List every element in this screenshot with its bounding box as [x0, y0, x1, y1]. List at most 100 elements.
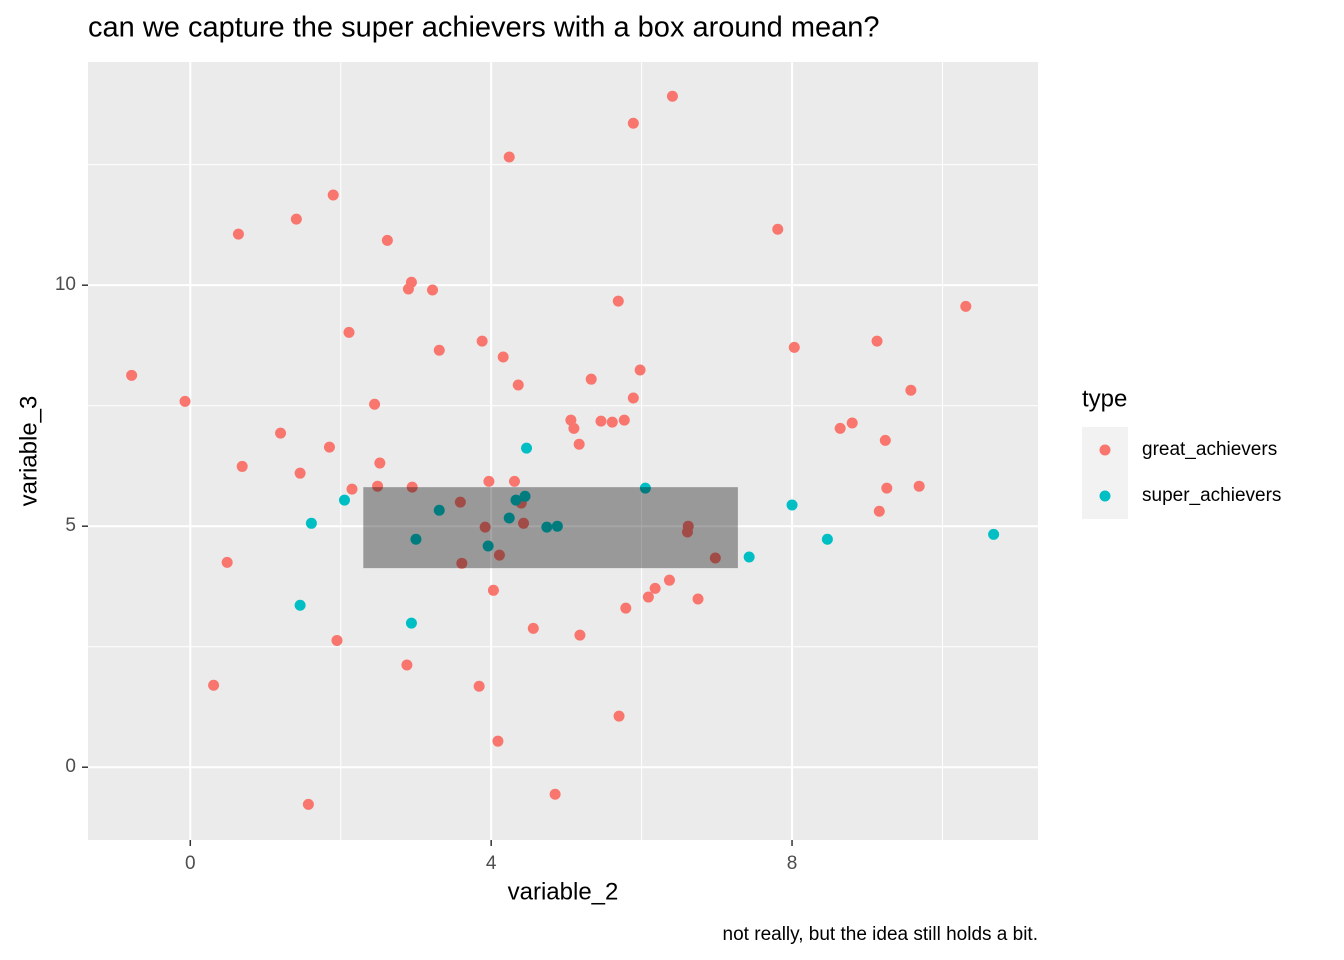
point [275, 427, 287, 439]
y-tick-label: 0 [65, 756, 76, 777]
point [634, 364, 646, 376]
point [294, 599, 306, 611]
point [331, 634, 343, 646]
point [302, 798, 314, 810]
point [786, 499, 798, 511]
point [381, 234, 393, 246]
point [487, 584, 499, 596]
x-tick-label: 4 [486, 853, 497, 874]
point [649, 582, 661, 594]
point [743, 551, 755, 563]
point [613, 710, 625, 722]
x-tick-label: 0 [185, 853, 196, 874]
point [512, 379, 524, 391]
annotation [363, 487, 738, 569]
point [221, 556, 233, 568]
point [585, 373, 597, 385]
point [568, 422, 580, 434]
y-tick-label: 5 [65, 515, 76, 536]
point [666, 90, 678, 102]
point [846, 417, 858, 429]
point [369, 398, 381, 410]
point [541, 521, 553, 533]
point [410, 533, 422, 545]
point [323, 441, 335, 453]
point [236, 460, 248, 472]
point [518, 517, 530, 529]
point [519, 490, 531, 502]
point [374, 457, 386, 469]
point [294, 467, 306, 479]
legend-symbol [1099, 444, 1111, 456]
point [663, 574, 675, 586]
point [508, 475, 520, 487]
point [401, 659, 413, 671]
point [821, 533, 833, 545]
point [627, 117, 639, 129]
point [639, 482, 651, 494]
y-axis-label: variable_3 [15, 396, 42, 507]
point [343, 326, 355, 338]
legend-label: super_achievers [1142, 485, 1281, 506]
point [574, 629, 586, 641]
point [402, 283, 414, 295]
point [493, 549, 505, 561]
point [510, 494, 522, 506]
point [232, 228, 244, 240]
point [881, 482, 893, 494]
point [772, 223, 784, 235]
point [482, 540, 494, 552]
points [126, 90, 1000, 810]
point [612, 295, 624, 307]
panel [88, 62, 1038, 840]
point [618, 414, 630, 426]
point [873, 505, 885, 517]
legend-label: great_achievers [1142, 439, 1277, 460]
caption: not really, but the idea still holds a b… [723, 924, 1038, 945]
point [479, 521, 491, 533]
point [692, 593, 704, 605]
point [521, 442, 533, 454]
point [476, 335, 488, 347]
point [549, 788, 561, 800]
point [879, 434, 891, 446]
x-axis-label: variable_2 [508, 878, 619, 905]
point [305, 517, 317, 529]
point [709, 552, 721, 564]
point [527, 622, 539, 634]
point [454, 496, 466, 508]
point [573, 438, 585, 450]
point [913, 480, 925, 492]
point [290, 213, 302, 225]
point [126, 369, 138, 381]
point [627, 392, 639, 404]
chart-title: can we capture the super achievers with … [88, 12, 880, 44]
point [620, 602, 632, 614]
point [988, 528, 1000, 540]
point [503, 151, 515, 163]
legend-symbol [1099, 490, 1111, 502]
point [492, 735, 504, 747]
legend: great_achievers super_achievers [1082, 427, 1281, 519]
point [606, 416, 618, 428]
point [503, 512, 515, 524]
point [208, 679, 220, 691]
point [456, 557, 468, 569]
point [433, 504, 445, 516]
mean-box [363, 487, 738, 569]
legend-title: type [1082, 385, 1127, 412]
point [346, 483, 358, 495]
y-tick-label: 10 [55, 274, 76, 295]
point [871, 335, 883, 347]
point [338, 494, 350, 506]
point [327, 189, 339, 201]
x-tick-label: 8 [787, 853, 798, 874]
point [834, 422, 846, 434]
point [179, 395, 191, 407]
point [595, 415, 607, 427]
point [960, 300, 972, 312]
point [405, 617, 417, 629]
point [406, 481, 418, 493]
point [642, 591, 654, 603]
